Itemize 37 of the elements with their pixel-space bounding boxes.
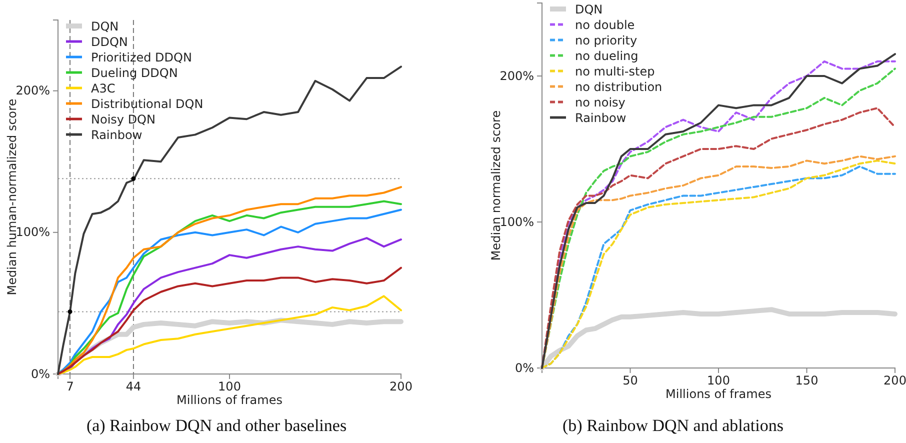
y-tick-label: 0% [514,360,534,375]
y-tick-label: 100% [16,225,50,240]
legend-label: Rainbow [575,111,626,125]
line-series [57,66,402,375]
legend-label: no double [575,18,635,32]
x-tick-label: 100 [707,374,730,388]
legend-label: no priority [575,34,638,48]
legend-label: DQN [91,20,119,34]
y-tick-label: 100% [500,214,534,229]
text: (a) Rainbow DQN and other baselines [86,416,347,435]
x-tick-label: 100 [218,380,241,394]
y-tick-label: 0% [30,366,50,381]
legend-label: no dueling [575,49,638,63]
line-series [57,295,402,375]
x-tick-label: 7 [66,380,74,394]
x-tick-label: 50 [622,374,638,388]
x-tick-label: 200 [884,374,906,388]
legend-label: DQN [575,2,603,16]
y-tick-label: 200% [500,68,534,83]
legend-label: no distribution [575,80,662,94]
line-series [57,266,402,375]
y-tick-label: 200% [16,84,50,98]
legend-label: A3C [91,82,116,96]
legend-label: Prioritized DDQN [91,50,192,64]
x-tick-label: 44 [126,380,142,394]
legend-label: no multi-step [575,64,655,78]
legend-label: DDQN [91,35,128,49]
legend-label: Dueling DDQN [91,66,178,80]
x-axis-title: Millions of frames [666,387,772,401]
x-tick-label: 150 [795,374,818,388]
legend-label: no noisy [575,96,626,110]
x-tick-label: 200 [390,380,412,394]
legend-label: Distributional DQN [91,97,204,111]
x-axis-title: Millions of frames [176,393,282,407]
text: (b) Rainbow DQN and ablations [562,416,784,435]
legend-label: Rainbow [91,128,142,142]
legend-label: Noisy DQN [91,112,156,126]
